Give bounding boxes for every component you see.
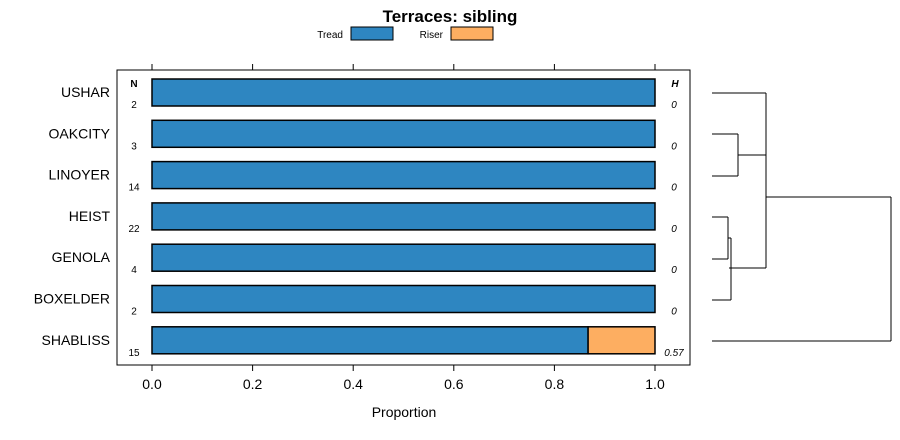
bar-segment-tread bbox=[151, 78, 656, 107]
row-ushar: USHAR 2 0 bbox=[61, 78, 677, 111]
row-boxelder: BOXELDER 2 0 bbox=[34, 284, 677, 318]
row-label: OAKCITY bbox=[49, 125, 111, 141]
h-column-header: H bbox=[671, 79, 679, 90]
n-value: 14 bbox=[128, 183, 140, 194]
bar-segment-tread bbox=[151, 160, 656, 190]
row-oakcity: OAKCITY 3 0 bbox=[49, 119, 677, 152]
legend-label-riser: Riser bbox=[420, 30, 444, 41]
n-value: 3 bbox=[131, 141, 137, 152]
x-tick-label: 0.8 bbox=[545, 376, 565, 392]
plot-frame bbox=[116, 69, 691, 366]
h-value: 0 bbox=[671, 307, 677, 318]
h-value: 0.57 bbox=[664, 348, 684, 359]
row-label: LINOYER bbox=[49, 167, 110, 183]
h-value: 0 bbox=[671, 265, 677, 276]
dendrogram bbox=[712, 92, 892, 342]
n-value: 15 bbox=[128, 348, 140, 359]
n-value: 2 bbox=[131, 307, 137, 318]
bar-segment-tread bbox=[151, 326, 589, 355]
bar-segment-riser bbox=[587, 326, 656, 355]
chart-title: Terraces: sibling bbox=[383, 7, 518, 26]
h-value: 0 bbox=[671, 141, 677, 152]
row-linoyer: LINOYER 14 0 bbox=[49, 160, 677, 194]
x-tick-label: 0.6 bbox=[444, 376, 464, 392]
row-genola: GENOLA 4 0 bbox=[52, 243, 677, 276]
row-heist: HEIST 22 0 bbox=[69, 202, 677, 235]
legend-swatch-tread bbox=[350, 26, 394, 41]
bar-segment-tread bbox=[151, 202, 656, 231]
h-value: 0 bbox=[671, 100, 677, 111]
x-tick-label: 0.2 bbox=[243, 376, 263, 392]
x-axis: 0.0 0.2 0.4 0.6 0.8 1.0 bbox=[142, 64, 665, 392]
row-label: BOXELDER bbox=[34, 291, 110, 307]
h-value: 0 bbox=[671, 183, 677, 194]
row-label: GENOLA bbox=[52, 249, 111, 265]
row-label: HEIST bbox=[69, 208, 111, 224]
x-axis-label: Proportion bbox=[372, 404, 437, 420]
bar-segment-tread bbox=[151, 119, 656, 149]
n-value: 22 bbox=[128, 224, 140, 235]
row-label: SHABLISS bbox=[42, 332, 110, 348]
bar-segment-tread bbox=[151, 243, 656, 272]
x-tick-label: 0.4 bbox=[343, 376, 363, 392]
h-value: 0 bbox=[671, 224, 677, 235]
legend-swatch-riser bbox=[450, 26, 494, 41]
x-tick-label: 0.0 bbox=[142, 376, 162, 392]
bar-segment-tread bbox=[151, 284, 656, 314]
n-value: 2 bbox=[131, 100, 137, 111]
n-value: 4 bbox=[131, 265, 137, 276]
n-column-header: N bbox=[130, 79, 137, 90]
row-shabliss: SHABLISS 15 0.57 bbox=[42, 326, 684, 359]
legend-label-tread: Tread bbox=[317, 30, 343, 41]
legend: Tread Riser bbox=[317, 26, 494, 41]
x-tick-label: 1.0 bbox=[645, 376, 665, 392]
row-label: USHAR bbox=[61, 84, 110, 100]
